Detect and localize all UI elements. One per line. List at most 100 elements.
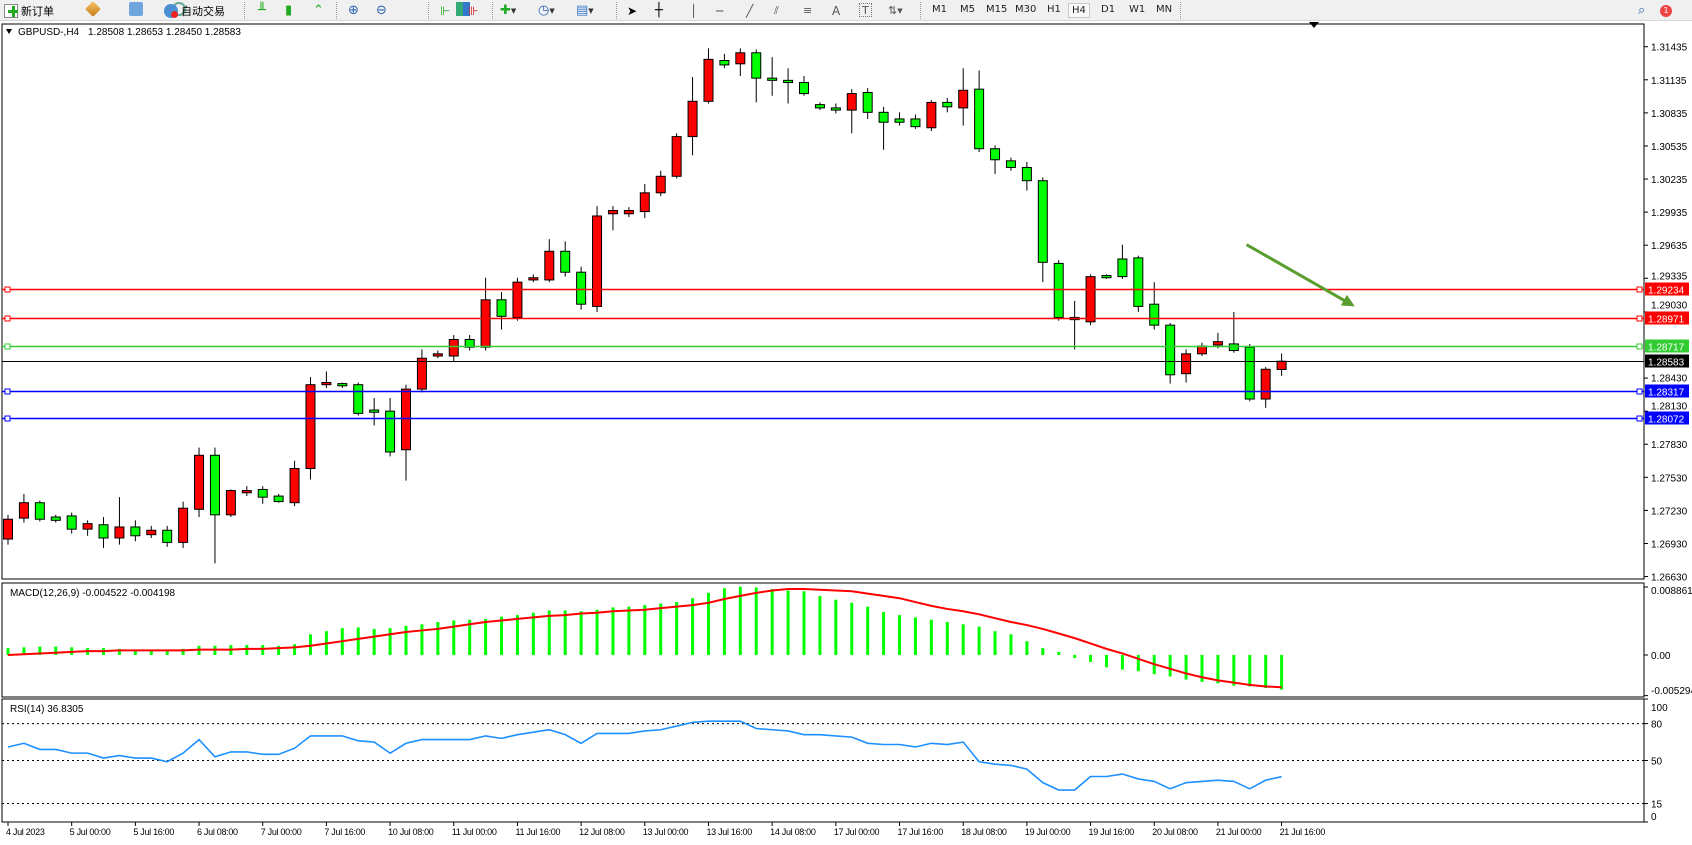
- price-tick-label: 1.27830: [1651, 440, 1688, 451]
- candle: [655, 170, 666, 197]
- timeframe-m5[interactable]: M5: [960, 4, 975, 15]
- rsi-tick-label: 100: [1651, 703, 1668, 714]
- candle: [942, 97, 953, 113]
- macd-histogram-bar: [1089, 655, 1093, 662]
- candle-body: [687, 100, 698, 138]
- timeframe-d1[interactable]: D1: [1101, 4, 1116, 15]
- trend-line-icon[interactable]: ╱: [746, 3, 754, 18]
- candle: [783, 68, 794, 104]
- macd-tick-label: 0.00: [1651, 651, 1671, 662]
- timeframe-mn[interactable]: MN: [1156, 4, 1173, 15]
- candle-body: [146, 529, 157, 536]
- auto-scroll-icon[interactable]: ⊩: [440, 3, 451, 18]
- time-tick-label: 17 Jul 00:00: [834, 827, 880, 837]
- macd-histogram-bar: [834, 599, 838, 655]
- macd-histogram-bar: [882, 612, 886, 655]
- fibonacci-icon[interactable]: ≡: [803, 4, 813, 17]
- price-tick-label: 1.27230: [1651, 506, 1688, 517]
- time-tick-label: 14 Jul 08:00: [770, 827, 816, 837]
- candle-body: [958, 89, 969, 109]
- timeframe-h1[interactable]: H1: [1047, 4, 1061, 15]
- notifications-button[interactable]: 1: [1660, 2, 1672, 19]
- candle-body: [18, 502, 29, 519]
- rsi-label: RSI(14) 36.8305: [10, 704, 84, 715]
- crosshair-icon[interactable]: ┼: [655, 3, 663, 18]
- candle: [592, 206, 603, 312]
- channel-icon[interactable]: ⫽: [774, 3, 779, 17]
- templates-icon[interactable]: ▤ ▼: [576, 3, 594, 18]
- price-level-tag: [1645, 339, 1689, 353]
- periods-clock-icon[interactable]: ◷ ▼: [538, 3, 555, 18]
- candle-body: [321, 381, 332, 386]
- auto-trading-button[interactable]: 自动交易: [164, 2, 225, 19]
- candle-body: [66, 515, 77, 530]
- time-tick-label: 21 Jul 00:00: [1216, 827, 1262, 837]
- horizontal-line-icon[interactable]: ─: [716, 3, 724, 18]
- timeframe-m1[interactable]: M1: [932, 4, 947, 15]
- candle: [1260, 367, 1271, 408]
- search-icon[interactable]: ⌕: [1638, 3, 1646, 18]
- indicators-icon[interactable]: ✚ ▼: [500, 3, 517, 18]
- vertical-line-icon[interactable]: │: [690, 3, 698, 18]
- bar-chart-icon[interactable]: ╨: [258, 3, 266, 18]
- candle-body: [162, 529, 173, 543]
- candle: [401, 384, 411, 481]
- macd-histogram-bar: [802, 591, 806, 655]
- macd-histogram-bar: [404, 625, 408, 655]
- macd-histogram-bar: [165, 651, 169, 655]
- candle-body: [799, 82, 809, 95]
- macd-histogram-bar: [913, 617, 917, 655]
- macd-histogram-bar: [117, 648, 121, 655]
- data-window-icon[interactable]: [129, 2, 144, 16]
- text-label-icon[interactable]: T: [859, 3, 872, 17]
- candle: [353, 382, 364, 416]
- timeframe-m30[interactable]: M30: [1015, 4, 1037, 15]
- candle-body: [448, 338, 459, 357]
- timeframe-m15[interactable]: M15: [986, 4, 1008, 15]
- chart-ohlc: 1.28508 1.28653 1.28450 1.28583: [88, 27, 241, 38]
- cursor-icon[interactable]: ➤: [627, 3, 638, 18]
- macd-histogram-bar: [691, 598, 695, 655]
- timeframe-w1[interactable]: W1: [1129, 4, 1146, 15]
- candle: [114, 497, 125, 545]
- symbol-menu-triangle-icon[interactable]: [6, 29, 12, 34]
- zoom-out-icon[interactable]: ⊖: [376, 3, 387, 18]
- chart-shift-marker-icon[interactable]: [1309, 22, 1319, 28]
- candle: [146, 525, 157, 538]
- chart-shift-icon[interactable]: ⊪: [468, 3, 479, 18]
- price-level-tag-text: 1.28717: [1648, 343, 1685, 354]
- text-icon[interactable]: A: [832, 3, 841, 18]
- time-tick-label: 13 Jul 00:00: [643, 827, 689, 837]
- candlestick-icon[interactable]: ▮: [285, 3, 293, 18]
- price-tick-label: 1.29935: [1651, 208, 1688, 219]
- macd-histogram-bar: [866, 606, 870, 655]
- candle: [1069, 300, 1080, 350]
- candle: [1165, 322, 1176, 384]
- candle-body: [130, 526, 141, 537]
- tile-windows-icon[interactable]: [455, 2, 470, 16]
- timeframe-h4[interactable]: H4: [1068, 3, 1090, 18]
- macd-histogram-bar: [261, 645, 265, 655]
- macd-histogram-bar: [356, 627, 360, 655]
- candle: [98, 517, 109, 548]
- line-chart-icon[interactable]: ⌃: [313, 3, 324, 18]
- arrows-icon[interactable]: ⇅ ▼: [888, 4, 903, 17]
- candle-body: [1212, 341, 1223, 346]
- zoom-in-icon[interactable]: ⊕: [348, 3, 359, 18]
- candle-body: [257, 488, 268, 498]
- candle-body: [385, 410, 396, 453]
- price-tick-label: 1.26930: [1651, 539, 1688, 550]
- time-tick-label: 20 Jul 08:00: [1152, 827, 1198, 837]
- macd-histogram-bar: [1264, 655, 1268, 689]
- arrow-line: [1245, 243, 1348, 304]
- time-tick-label: 10 Jul 08:00: [388, 827, 434, 837]
- macd-histogram-bar: [1168, 655, 1172, 677]
- candle-body: [735, 52, 746, 65]
- candle: [289, 460, 300, 506]
- candle-body: [1037, 180, 1048, 263]
- candle: [1276, 353, 1287, 376]
- new-order-button[interactable]: 新订单: [4, 2, 54, 19]
- macd-histogram-bar: [388, 628, 392, 655]
- rsi-tick-label: 50: [1651, 757, 1663, 768]
